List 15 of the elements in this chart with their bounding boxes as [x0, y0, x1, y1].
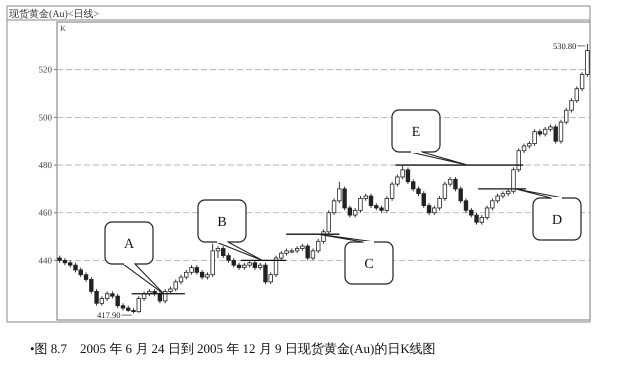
y-tick-label: 440 — [38, 255, 52, 266]
y-tick-label: 500 — [38, 112, 52, 122]
y-tick-label: 480 — [38, 160, 52, 170]
y-axis-title: K — [60, 24, 66, 33]
y-tick-label: 460 — [38, 208, 52, 218]
chart-title: 现货黄金(Au)<日线> — [9, 8, 100, 20]
ref-line-label: E — [412, 125, 420, 140]
ref-line-label: D — [552, 213, 562, 228]
annotation: 417.90 — [97, 310, 121, 320]
y-tick-label: 520 — [38, 64, 52, 75]
ref-line-label: A — [124, 237, 135, 252]
ref-line-label: C — [364, 257, 374, 272]
text: •图 8.7 2005 年 6 月 24 日到 2005 年 12 月 9 日现货黄金(Au)的日K线图 — [30, 341, 436, 356]
ref-line-label: B — [217, 215, 227, 230]
annotation: 530.80 — [552, 40, 576, 51]
